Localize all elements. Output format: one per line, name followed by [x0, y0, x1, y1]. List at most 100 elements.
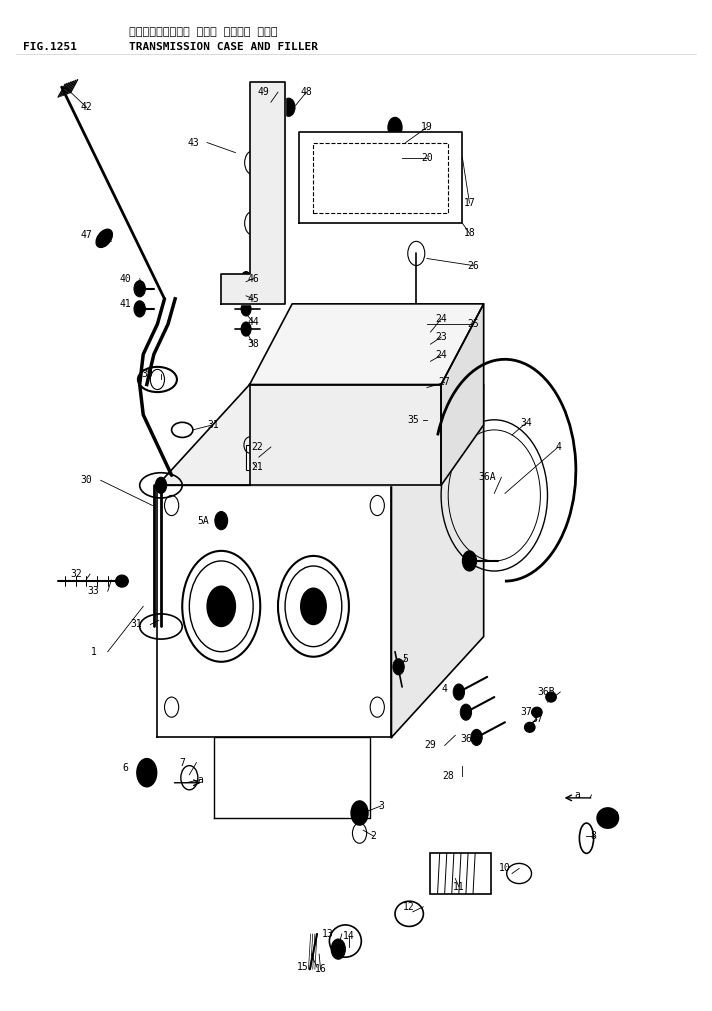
Text: 24: 24 [435, 314, 447, 324]
Ellipse shape [525, 722, 535, 732]
Text: 26: 26 [467, 261, 479, 271]
Polygon shape [441, 304, 483, 485]
Polygon shape [214, 737, 370, 818]
Ellipse shape [545, 692, 556, 702]
Circle shape [462, 551, 476, 571]
Text: 19: 19 [421, 122, 433, 132]
Circle shape [134, 281, 145, 297]
Text: 42: 42 [80, 102, 93, 112]
Text: 47: 47 [80, 231, 93, 241]
Polygon shape [157, 485, 392, 737]
Circle shape [453, 684, 464, 700]
Text: 45: 45 [247, 294, 259, 304]
FancyBboxPatch shape [246, 445, 278, 470]
Text: 3: 3 [378, 801, 384, 811]
Text: 15: 15 [297, 962, 309, 973]
Text: a: a [197, 774, 203, 785]
Text: 44: 44 [247, 317, 259, 327]
Text: 30: 30 [80, 475, 93, 485]
Text: 41: 41 [120, 299, 132, 308]
Circle shape [393, 659, 404, 675]
Circle shape [241, 302, 251, 316]
Text: 43: 43 [187, 137, 199, 148]
Text: 9: 9 [612, 811, 618, 821]
Text: 8: 8 [591, 831, 597, 841]
Ellipse shape [417, 328, 431, 340]
Circle shape [471, 729, 482, 745]
Text: 25: 25 [467, 319, 479, 329]
Circle shape [241, 272, 251, 286]
Text: 49: 49 [258, 87, 270, 97]
Circle shape [134, 301, 145, 317]
Text: 39: 39 [141, 369, 152, 379]
Text: 7: 7 [179, 757, 185, 767]
Text: 1: 1 [90, 647, 97, 657]
Text: 46: 46 [247, 274, 259, 284]
Ellipse shape [115, 575, 128, 587]
Text: 33: 33 [88, 586, 100, 596]
Text: 34: 34 [520, 418, 532, 428]
Text: a: a [575, 790, 580, 800]
Polygon shape [299, 132, 462, 223]
Text: 22: 22 [251, 442, 263, 452]
Polygon shape [250, 304, 483, 384]
Text: 24: 24 [435, 350, 447, 360]
Text: 38: 38 [247, 339, 259, 349]
FancyBboxPatch shape [431, 853, 491, 894]
Circle shape [300, 588, 326, 625]
Circle shape [141, 764, 152, 780]
Text: 2: 2 [371, 831, 377, 841]
Text: 6: 6 [122, 762, 128, 772]
Text: 37: 37 [520, 707, 532, 717]
Text: 32: 32 [70, 569, 82, 579]
Circle shape [155, 477, 167, 493]
Circle shape [388, 117, 402, 137]
Polygon shape [392, 384, 483, 737]
Text: 48: 48 [300, 87, 313, 97]
Text: 17: 17 [464, 198, 476, 208]
Text: 10: 10 [499, 863, 511, 874]
Circle shape [241, 323, 251, 336]
Text: 14: 14 [343, 931, 355, 941]
Text: TRANSMISSION CASE AND FILLER: TRANSMISSION CASE AND FILLER [129, 41, 318, 52]
Circle shape [207, 586, 236, 627]
Circle shape [241, 287, 251, 301]
Text: 40: 40 [120, 274, 132, 284]
Text: 13: 13 [322, 929, 333, 939]
Text: 4: 4 [555, 442, 561, 452]
Ellipse shape [96, 229, 112, 248]
Text: 11: 11 [453, 882, 465, 892]
Circle shape [282, 98, 295, 116]
Text: 23: 23 [435, 333, 447, 342]
Ellipse shape [532, 707, 542, 717]
Ellipse shape [389, 153, 400, 163]
Text: 21: 21 [251, 462, 263, 472]
Text: 36: 36 [460, 734, 472, 744]
Text: 5A: 5A [198, 516, 209, 526]
Circle shape [261, 87, 274, 107]
Text: 35: 35 [407, 415, 419, 425]
Text: 28: 28 [442, 770, 454, 780]
Text: 20: 20 [421, 153, 433, 163]
Text: 37: 37 [531, 714, 543, 724]
Text: 31: 31 [130, 620, 142, 630]
Text: 36A: 36A [478, 472, 496, 482]
Text: トランスミッション ケース オヨビマ フィラ: トランスミッション ケース オヨビマ フィラ [129, 26, 278, 36]
Circle shape [331, 939, 345, 959]
Text: 31: 31 [207, 420, 219, 430]
FancyBboxPatch shape [417, 394, 431, 415]
Text: 4: 4 [441, 684, 448, 694]
Circle shape [215, 512, 228, 530]
Circle shape [252, 450, 262, 464]
Polygon shape [250, 384, 441, 485]
Text: 36B: 36B [538, 687, 555, 697]
Text: 29: 29 [424, 740, 436, 750]
Text: FIG.1251: FIG.1251 [23, 41, 77, 52]
Polygon shape [157, 384, 483, 485]
Circle shape [351, 801, 368, 825]
Text: 27: 27 [439, 377, 451, 387]
Ellipse shape [597, 808, 619, 828]
Circle shape [137, 758, 157, 787]
Text: 18: 18 [464, 228, 476, 239]
Circle shape [460, 704, 471, 720]
